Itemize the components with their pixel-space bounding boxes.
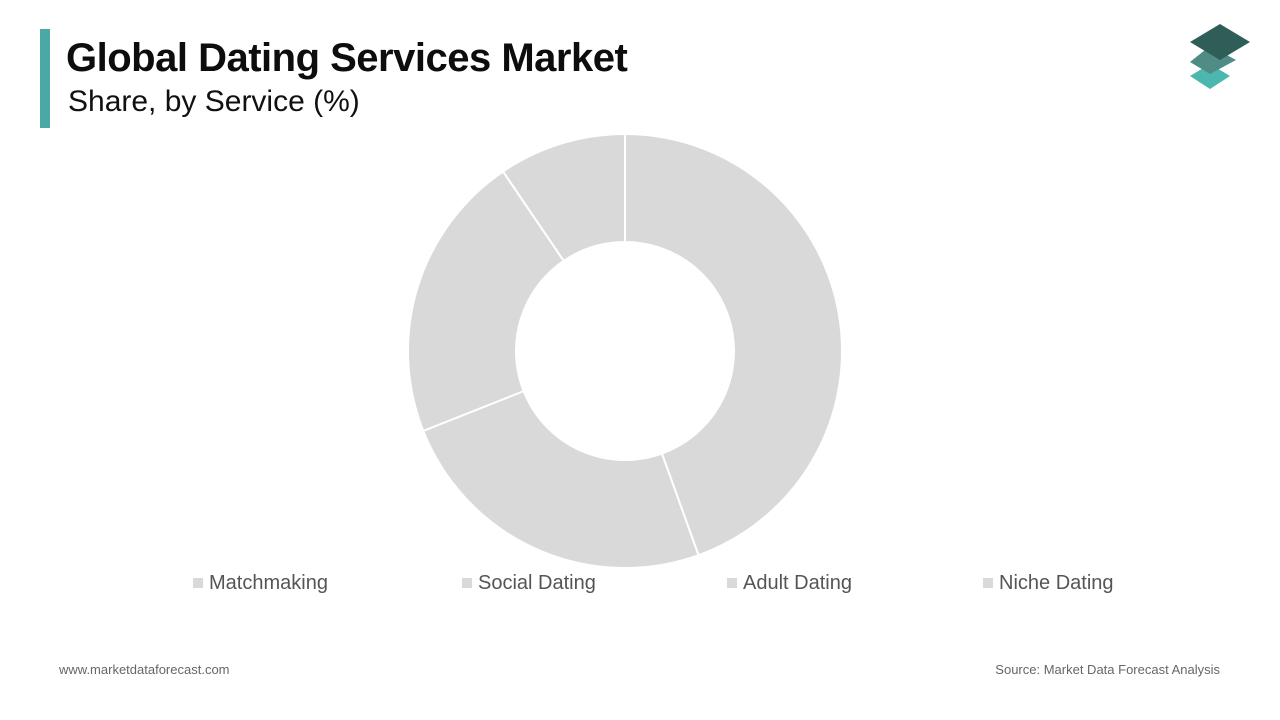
- footer-source: Source: Market Data Forecast Analysis: [995, 662, 1220, 677]
- legend-swatch: [983, 578, 993, 588]
- page-title: Global Dating Services Market: [66, 36, 628, 80]
- legend-swatch: [462, 578, 472, 588]
- legend-item-matchmaking: Matchmaking: [193, 570, 328, 596]
- legend-label: Adult Dating: [743, 571, 852, 594]
- footer-website: www.marketdataforecast.com: [59, 662, 230, 677]
- legend-item-social-dating: Social Dating: [462, 570, 596, 596]
- legend-swatch: [193, 578, 203, 588]
- logo-layer-top: [1190, 24, 1250, 60]
- donut-slices: [407, 132, 843, 569]
- logo-layer-bottom: [1190, 64, 1230, 89]
- donut-slice-matchmaking: [624, 132, 843, 557]
- logo-layer-middle: [1190, 46, 1236, 74]
- page-subtitle: Share, by Service (%): [68, 85, 360, 118]
- legend-label: Niche Dating: [999, 571, 1114, 594]
- legend-label: Social Dating: [478, 571, 596, 594]
- donut-slice-adult-dating: [407, 170, 566, 433]
- legend-item-adult-dating: Adult Dating: [727, 570, 852, 596]
- legend-swatch: [727, 578, 737, 588]
- layered-diamonds-logo-icon: [1190, 24, 1250, 89]
- title-accent-bar: [40, 29, 50, 128]
- donut-slice-niche-dating: [501, 132, 626, 263]
- legend-item-niche-dating: Niche Dating: [983, 570, 1114, 596]
- legend-label: Matchmaking: [209, 571, 328, 594]
- donut-slice-social-dating: [421, 389, 700, 569]
